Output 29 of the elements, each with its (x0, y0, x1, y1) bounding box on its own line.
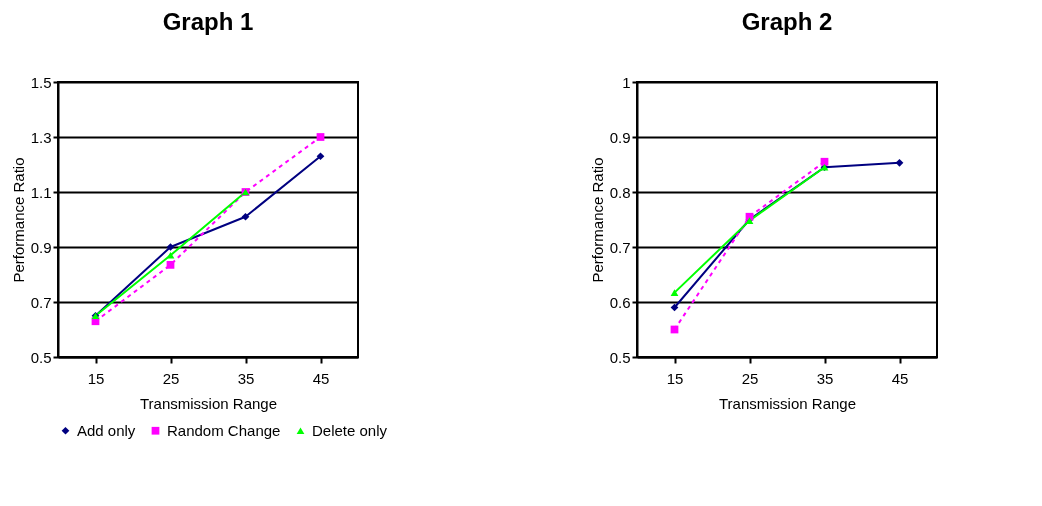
x-tick-label: 45 (891, 369, 909, 387)
y-tick-label: 1 (622, 73, 631, 91)
y-tick-label: 0.6 (609, 293, 631, 311)
x-tick-label: 25 (162, 369, 180, 387)
x-tick-label: 15 (666, 369, 684, 387)
y-tick-label: 0.7 (609, 238, 631, 256)
legend-label: Add only (77, 421, 136, 439)
y-tick-label: 0.7 (30, 293, 52, 311)
y-axis-title: Performance Ratio (9, 157, 27, 283)
x-axis-title: Transmission Range (719, 394, 856, 412)
y-tick-label: 0.9 (30, 238, 52, 256)
y-axis-title: Performance Ratio (588, 157, 606, 283)
legend-label: Random Change (167, 421, 281, 439)
y-tick-label: 1.1 (30, 183, 52, 201)
y-tick-label: 1.3 (30, 128, 52, 146)
y-tick-label: 0.5 (609, 348, 631, 366)
x-tick-label: 35 (237, 369, 255, 387)
y-tick-label: 0.9 (609, 128, 631, 146)
chart-title: Graph 2 (741, 8, 833, 35)
x-tick-label: 25 (741, 369, 759, 387)
x-tick-label: 35 (816, 369, 834, 387)
chart-title: Graph 1 (162, 8, 254, 35)
y-tick-label: 0.8 (609, 183, 631, 201)
y-tick-label: 0.5 (30, 348, 52, 366)
x-tick-label: 45 (312, 369, 330, 387)
x-tick-label: 15 (87, 369, 105, 387)
legend-label: Delete only (312, 421, 388, 439)
y-tick-label: 1.5 (30, 73, 52, 91)
x-axis-title: Transmission Range (140, 394, 277, 412)
